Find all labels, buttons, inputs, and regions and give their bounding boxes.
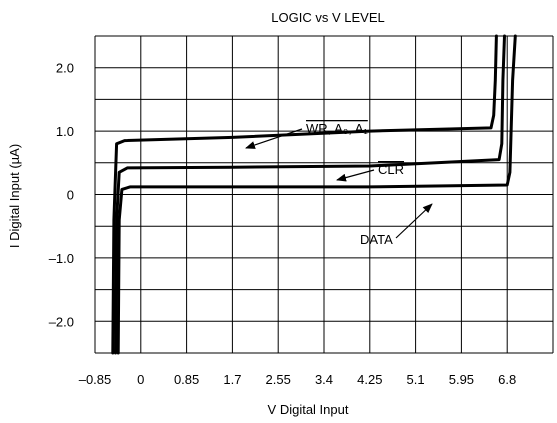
x-tick-label: 6.8	[498, 372, 516, 387]
x-tick-label: 5.95	[449, 372, 474, 387]
y-axis-title: I Digital Input (µA)	[7, 144, 22, 248]
x-tick-label: 4.25	[357, 372, 382, 387]
x-axis-title: V Digital Input	[268, 402, 349, 417]
x-tick-label: –0.85	[79, 372, 112, 387]
y-tick-label: 2.0	[56, 61, 74, 76]
y-tick-label: –2.0	[49, 314, 74, 329]
x-tick-label: 3.4	[315, 372, 333, 387]
x-tick-labels: –0.85 0 0.85 1.7 2.55 3.4 4.25 5.1 5.95 6.8	[79, 372, 517, 387]
grid	[94, 35, 554, 354]
y-tick-label: 0	[67, 188, 74, 203]
series-line	[116, 34, 517, 355]
series-annotation: DATA	[360, 232, 393, 247]
x-tick-label: 1.7	[223, 372, 241, 387]
annotation-arrow	[336, 169, 375, 182]
series-line	[111, 34, 498, 355]
y-tick-label: 1.0	[56, 124, 74, 139]
y-tick-label: –1.0	[49, 251, 74, 266]
x-tick-label: 0	[137, 372, 144, 387]
x-tick-label: 0.85	[174, 372, 199, 387]
annotation-arrow	[395, 203, 433, 239]
chart-title: LOGIC vs V LEVEL	[271, 10, 384, 25]
series-annotation: CLR	[378, 162, 404, 177]
annotation-arrow	[245, 128, 303, 149]
series-line	[114, 34, 506, 355]
x-tick-label: 2.55	[266, 372, 291, 387]
curves	[111, 34, 517, 355]
x-tick-label: 5.1	[407, 372, 425, 387]
annotations: WR, A₀, A₁ CLR DATA	[245, 121, 433, 247]
series-annotation: WR, A₀, A₁	[306, 121, 368, 136]
y-tick-labels: 2.0 1.0 0 –1.0 –2.0	[49, 61, 74, 330]
